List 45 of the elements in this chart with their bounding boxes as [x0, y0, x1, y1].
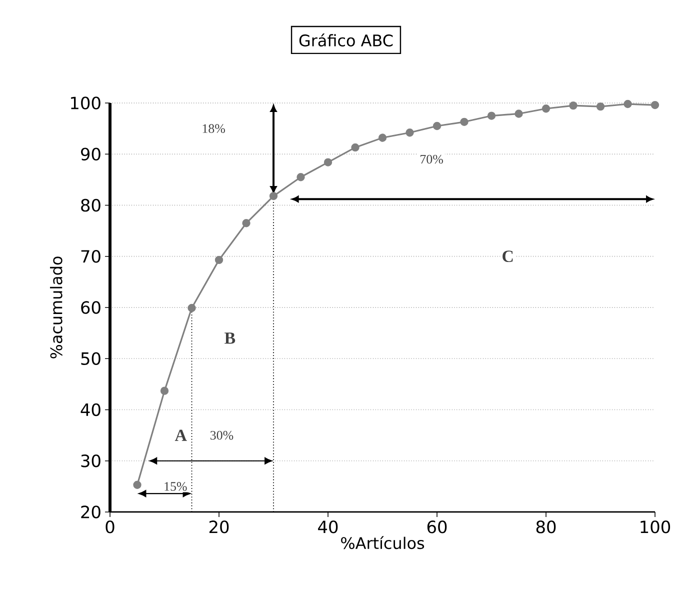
y-tick-label: 50	[81, 352, 100, 366]
annotation: 30%	[210, 430, 234, 440]
point	[514, 110, 523, 118]
y-tick-label: 100	[71, 96, 100, 110]
point	[351, 143, 360, 152]
point	[188, 304, 196, 312]
point	[542, 104, 550, 113]
annotation: 70%	[420, 154, 443, 164]
x-tick-label: 100	[640, 520, 670, 534]
point	[624, 100, 632, 108]
annotation: B	[224, 332, 236, 344]
point	[650, 100, 660, 110]
point	[460, 118, 468, 126]
y-tick-label: 30	[81, 454, 100, 468]
point	[596, 102, 605, 111]
point	[242, 219, 250, 228]
x-tick-label: 80	[536, 520, 556, 534]
y-tick-label: 90	[81, 148, 100, 161]
point	[487, 112, 496, 120]
x-axis-title: %Artículos	[341, 536, 424, 550]
x-tick-label: 60	[427, 520, 447, 534]
chart-title: Gráfico ABC	[299, 34, 393, 46]
point	[324, 158, 332, 166]
point	[214, 256, 224, 264]
annotation: 15%	[164, 482, 187, 491]
x-tick-label: 0	[106, 520, 114, 534]
point	[378, 134, 387, 142]
point	[160, 386, 169, 395]
x-tick-label: 40	[318, 520, 338, 534]
x-tick-label: 20	[209, 520, 229, 534]
point	[569, 101, 578, 110]
annotation: A	[174, 430, 187, 441]
point	[296, 173, 305, 182]
y-tick-label: 20	[81, 506, 100, 518]
y-tick-label: 70	[81, 250, 100, 263]
point	[432, 122, 442, 130]
y-tick-label: 60	[81, 301, 100, 314]
annotation: C	[502, 250, 513, 262]
point	[133, 480, 142, 489]
y-tick-label: 40	[80, 403, 100, 416]
y-tick-label: 80	[81, 198, 100, 212]
y-axis-title: %acumulado	[50, 256, 62, 358]
annotation: 18%	[202, 124, 225, 133]
point	[269, 192, 278, 200]
point	[406, 128, 414, 137]
